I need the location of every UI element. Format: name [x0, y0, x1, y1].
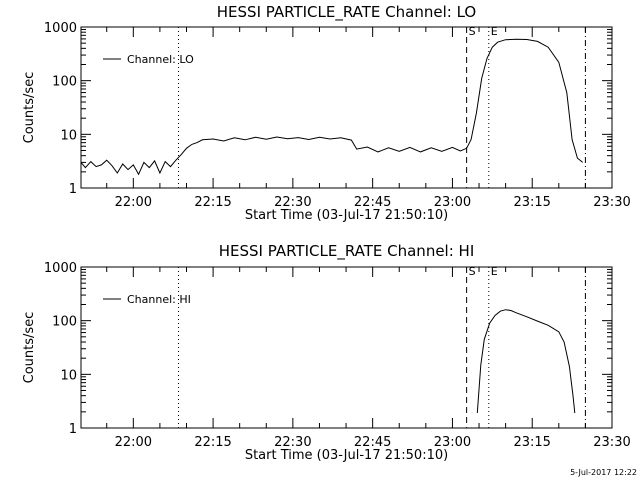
y-tick-label: 1	[69, 422, 77, 437]
x-tick-label: 22:00	[115, 435, 152, 450]
y-tick-label: 1000	[44, 21, 77, 36]
y-tick-label: 100	[52, 315, 77, 330]
y-tick-label: 1000	[44, 261, 77, 276]
chart-title: HESSI PARTICLE_RATE Channel: LO	[217, 3, 476, 22]
series-line	[476, 309, 576, 414]
x-tick-label: 23:00	[434, 195, 471, 210]
x-tick-label: 23:15	[513, 435, 550, 450]
y-tick-label: 100	[52, 75, 77, 90]
plot-frame	[80, 26, 613, 189]
y-axis-label: Counts/sec	[22, 72, 37, 144]
event-marker-label: E	[491, 25, 498, 38]
x-tick-label: 23:15	[513, 195, 550, 210]
lo-channel-panel: HESSI PARTICLE_RATE Channel: LO Counts/se…	[22, 3, 631, 223]
x-tick-label: 22:45	[354, 435, 391, 450]
y-tick-label: 10	[60, 128, 77, 143]
event-marker-label: S	[469, 25, 476, 38]
event-marker-label: E	[491, 265, 498, 278]
x-tick-label: 23:30	[593, 195, 630, 210]
y-axis-label: Counts/sec	[22, 312, 37, 384]
x-tick-label: 22:00	[115, 195, 152, 210]
chart-title: HESSI PARTICLE_RATE Channel: HI	[219, 242, 475, 261]
x-tick-label: 22:15	[194, 195, 231, 210]
plot-timestamp: 5-Jul-2017 12:22	[570, 468, 637, 477]
x-tick-label: 22:45	[354, 195, 391, 210]
x-tick-label: 22:30	[274, 435, 311, 450]
x-tick-label: 22:30	[274, 195, 311, 210]
event-marker-label: S	[469, 265, 476, 278]
legend-label: Channel: HI	[127, 293, 191, 306]
y-tick-label: 10	[60, 368, 77, 383]
x-axis-label: Start Time (03-Jul-17 21:50:10)	[245, 208, 448, 223]
plot-frame	[80, 266, 613, 429]
x-axis-label: Start Time (03-Jul-17 21:50:10)	[245, 448, 448, 463]
hi-channel-panel: HESSI PARTICLE_RATE Channel: HI Counts/se…	[22, 242, 631, 463]
y-tick-label: 1	[69, 182, 77, 197]
series-line	[80, 38, 584, 176]
x-tick-label: 23:30	[593, 435, 630, 450]
x-tick-label: 23:00	[434, 435, 471, 450]
x-tick-label: 22:15	[194, 435, 231, 450]
legend-label: Channel: LO	[127, 53, 194, 66]
